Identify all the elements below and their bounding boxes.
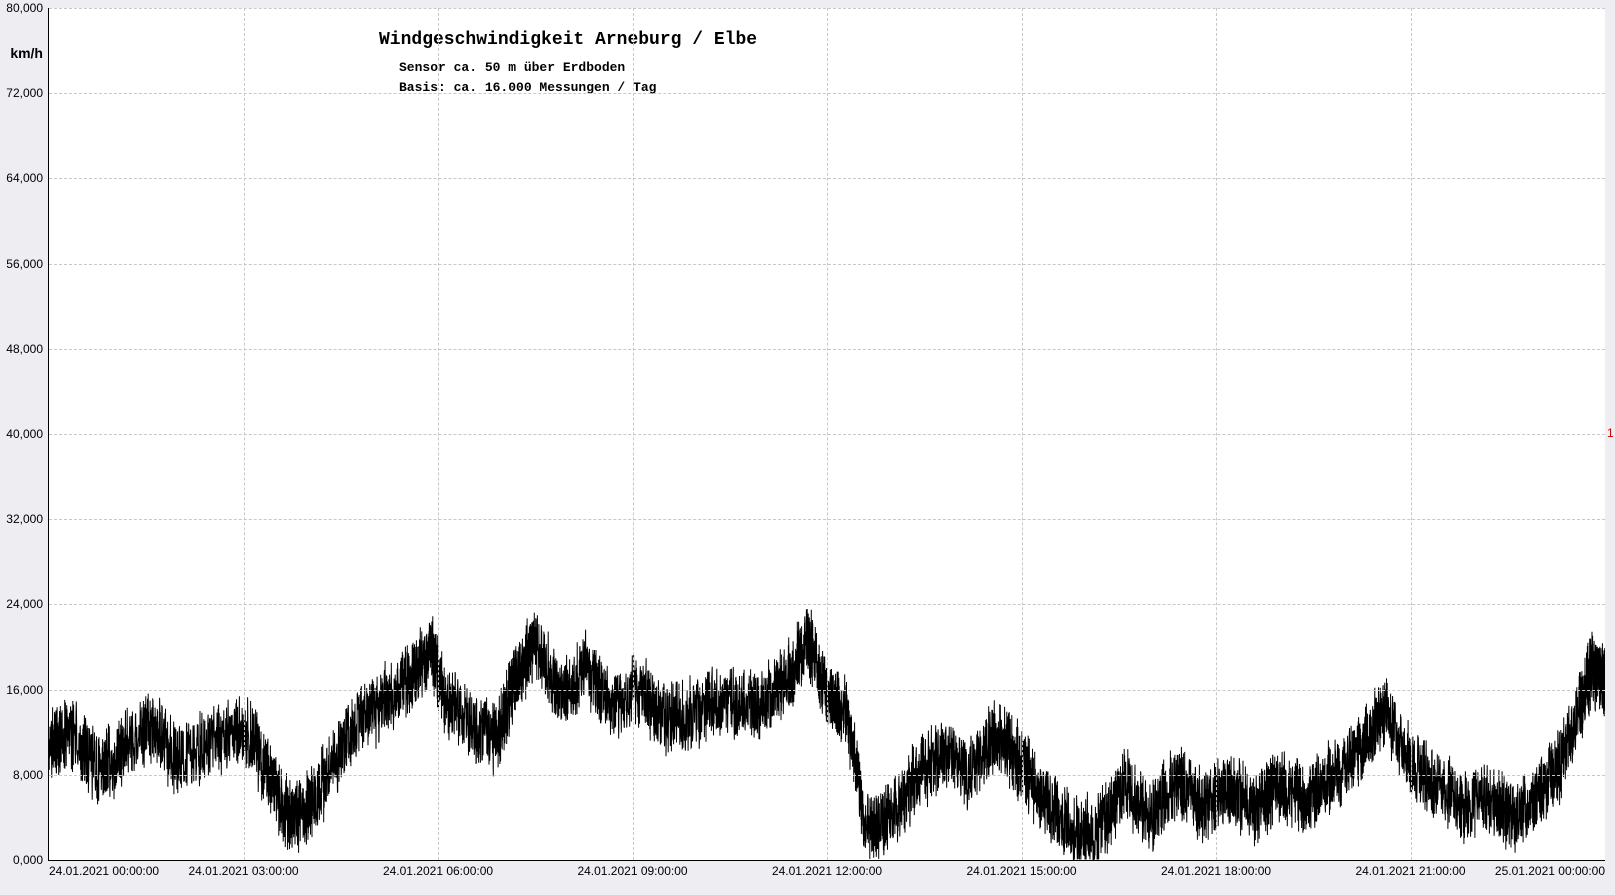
xtick-label: 24.01.2021 12:00:00 [772,864,882,878]
ytick-label: 24,000 [6,597,43,611]
xtick-label: 24.01.2021 00:00:00 [49,864,159,878]
xtick-label: 24.01.2021 15:00:00 [966,864,1076,878]
grid-line-v [1411,8,1412,860]
ytick-label: 80,000 [6,1,43,15]
xtick-label: 24.01.2021 21:00:00 [1355,864,1465,878]
ytick-label: 16,000 [6,683,43,697]
ytick-label: 72,000 [6,86,43,100]
grid-line-v [633,8,634,860]
grid-line-v [244,8,245,860]
ytick-label: 0,000 [13,853,43,867]
xtick-label: 24.01.2021 09:00:00 [577,864,687,878]
ytick-label: 40,000 [6,427,43,441]
ytick-label: 8,000 [13,768,43,782]
xtick-label: 24.01.2021 18:00:00 [1161,864,1271,878]
right-marker: 1 [1607,426,1614,440]
ytick-label: 32,000 [6,512,43,526]
grid-line-v [1022,8,1023,860]
ytick-label: 64,000 [6,171,43,185]
grid-line-v [1216,8,1217,860]
ytick-label: 48,000 [6,342,43,356]
xtick-label: 24.01.2021 03:00:00 [188,864,298,878]
grid-line-v [438,8,439,860]
y-axis-unit: km/h [10,45,43,61]
grid-line-v [827,8,828,860]
xtick-label: 25.01.2021 00:00:00 [1495,864,1605,878]
ytick-label: 56,000 [6,257,43,271]
xtick-label: 24.01.2021 06:00:00 [383,864,493,878]
plot-area: Windgeschwindigkeit Arneburg / Elbe Sens… [48,8,1605,861]
